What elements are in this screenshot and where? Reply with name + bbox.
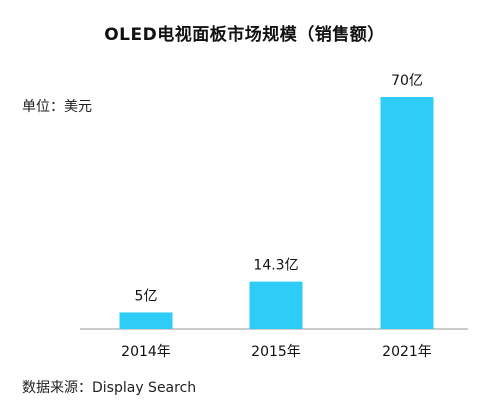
- data-label-0: 5亿: [135, 288, 158, 304]
- bar-2: [380, 97, 434, 329]
- data-label-2: 70亿: [391, 73, 423, 89]
- unit-label: 单位：美元: [22, 99, 92, 115]
- chart-title: OLED电视面板市场规模（销售额）: [104, 25, 385, 45]
- x-tick-label-1: 2015年: [251, 344, 301, 360]
- source-note: 数据来源：Display Search: [22, 380, 197, 396]
- x-tick-label-0: 2014年: [121, 344, 171, 360]
- data-label-1: 14.3亿: [253, 258, 298, 274]
- bar-0: [119, 312, 173, 329]
- bar-1: [249, 281, 303, 329]
- x-tick-label-2: 2021年: [382, 344, 432, 360]
